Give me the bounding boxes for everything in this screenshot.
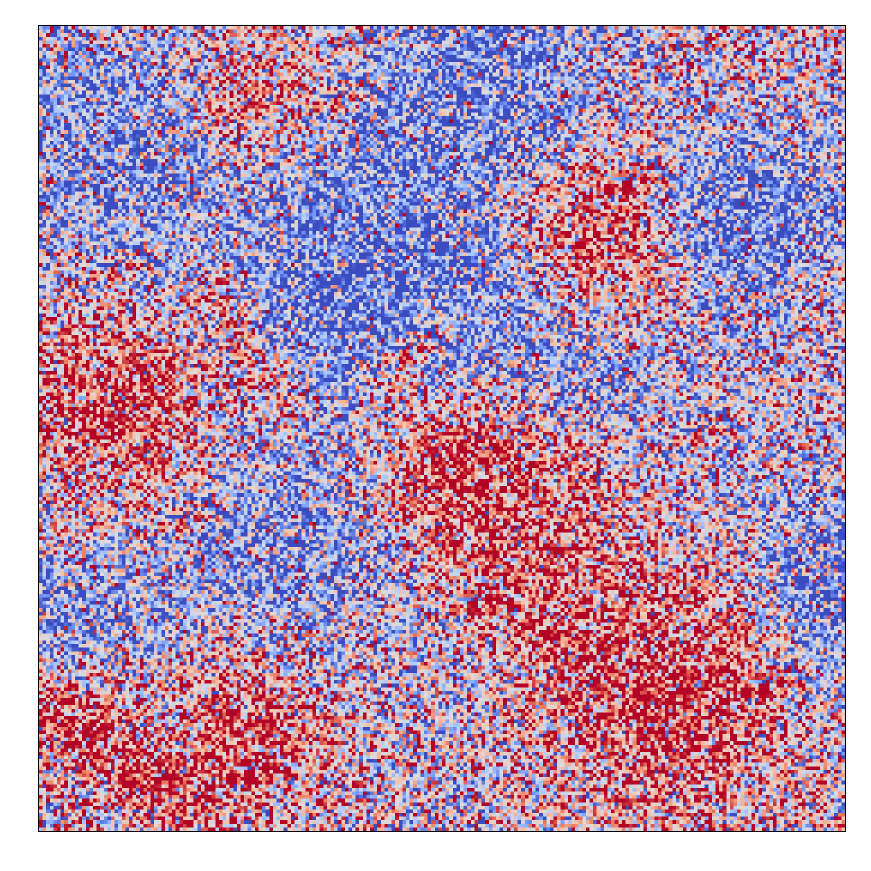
heatmap-plot-area: [38, 25, 846, 832]
heatmap-image: [39, 26, 845, 831]
